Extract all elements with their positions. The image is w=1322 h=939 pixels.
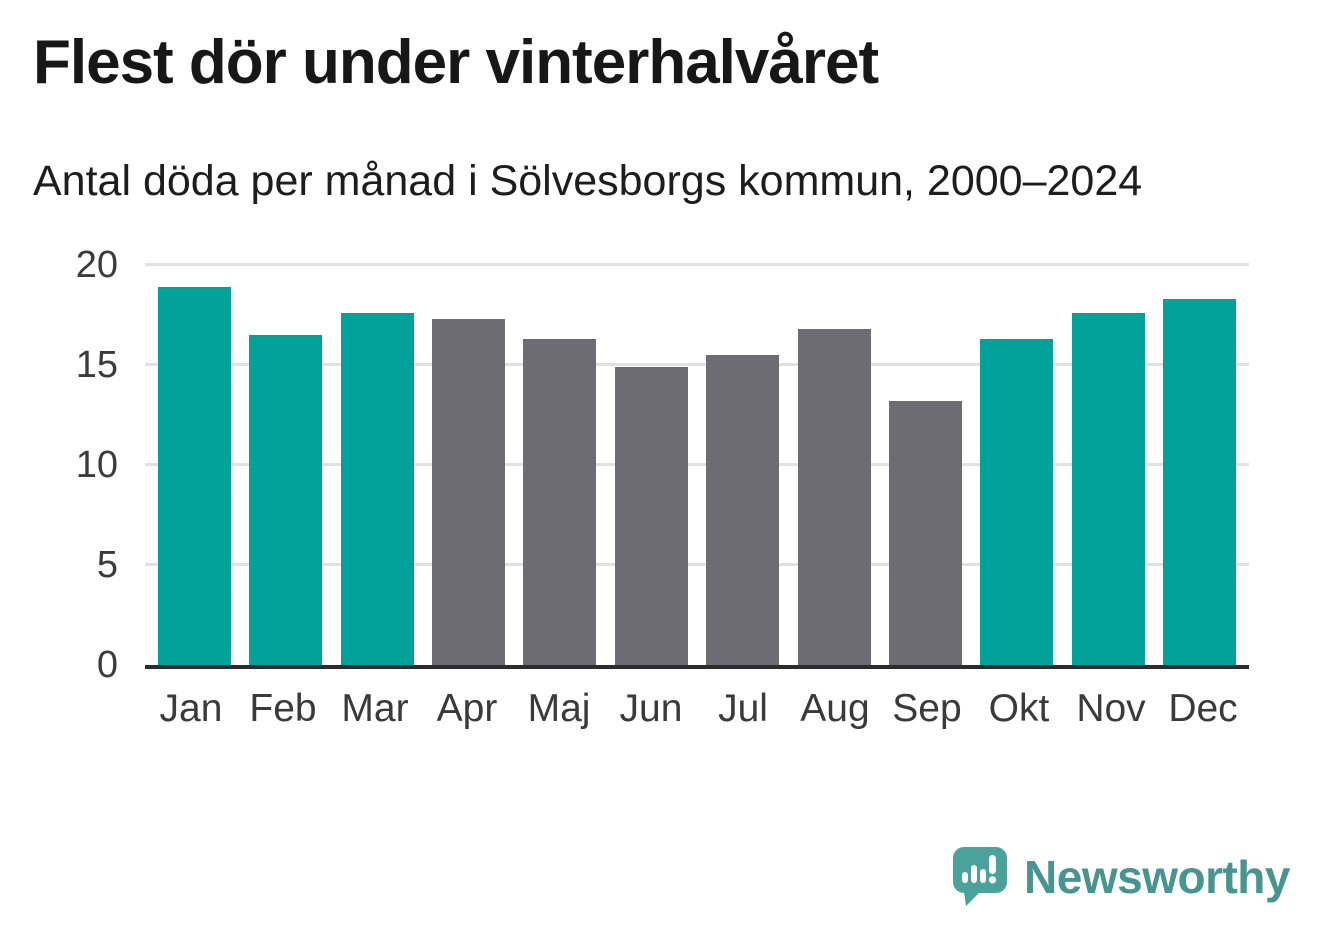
x-tick-label-mar: Mar — [341, 687, 409, 730]
y-tick-label-0: 0 — [96, 644, 118, 686]
bar-maj — [523, 339, 597, 665]
bar-series — [145, 265, 1249, 665]
x-tick-label-jul: Jul — [718, 687, 768, 730]
newsworthy-bubble-icon — [953, 847, 1008, 906]
x-tick-label-jun: Jun — [619, 687, 683, 730]
x-tick-label-apr: Apr — [436, 687, 498, 730]
bar-dec — [1162, 299, 1236, 665]
gridline-10 — [145, 463, 1249, 466]
y-tick-label-20: 20 — [75, 244, 118, 286]
bar-mar — [340, 313, 414, 665]
x-axis: Jan Feb Mar Apr Maj Jun Jul Aug Sep Okt Nov Dec — [145, 687, 1249, 731]
x-tick-label-okt: Okt — [988, 687, 1050, 730]
y-axis: 0 5 10 15 20 — [0, 244, 118, 686]
bar-jun — [614, 367, 688, 665]
y-tick-label-5: 5 — [96, 544, 118, 586]
y-tick-label-15: 15 — [75, 344, 118, 386]
bar-okt — [980, 339, 1054, 665]
page-title: Flest dör under vinterhalvåret — [33, 28, 879, 97]
bubble-bars-icon — [962, 855, 997, 884]
bar-jan — [158, 287, 231, 665]
x-tick-label-nov: Nov — [1076, 687, 1146, 730]
x-tick-label-dec: Dec — [1168, 687, 1238, 730]
gridline-5 — [145, 563, 1249, 566]
bar-jul — [706, 355, 780, 665]
bar-apr — [432, 319, 506, 665]
gridline-20 — [145, 263, 1249, 266]
bar-aug — [797, 329, 871, 665]
x-tick-label-jan: Jan — [159, 687, 223, 730]
y-tick-label-10: 10 — [75, 444, 118, 486]
x-tick-label-feb: Feb — [249, 687, 317, 730]
x-tick-label-sep: Sep — [892, 687, 962, 730]
bar-feb — [249, 335, 323, 665]
x-tick-label-aug: Aug — [800, 687, 870, 730]
bar-nov — [1071, 313, 1145, 665]
page-subtitle: Antal döda per månad i Sölvesborgs kommu… — [33, 157, 1143, 205]
newsworthy-wordmark: Newsworthy — [1024, 851, 1290, 903]
bar-sep — [888, 401, 962, 665]
x-tick-label-maj: Maj — [527, 687, 591, 730]
gridline-15 — [145, 363, 1249, 366]
plot-area — [145, 263, 1249, 669]
newsworthy-logo: Newsworthy — [951, 845, 1290, 909]
